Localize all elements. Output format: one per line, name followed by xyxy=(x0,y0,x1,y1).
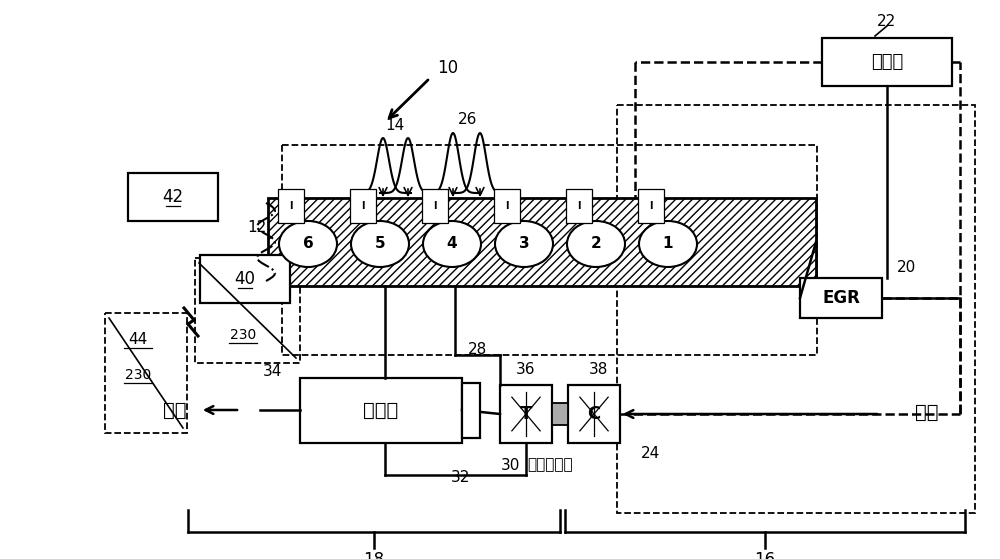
Ellipse shape xyxy=(567,221,625,267)
Text: I: I xyxy=(577,201,581,211)
Text: 10: 10 xyxy=(437,59,459,77)
Text: 36: 36 xyxy=(516,362,536,377)
Ellipse shape xyxy=(351,221,409,267)
Text: 混合器: 混合器 xyxy=(871,53,903,71)
Text: I: I xyxy=(361,201,365,211)
Text: 涡轮增压器: 涡轮增压器 xyxy=(527,457,573,472)
Text: 14: 14 xyxy=(385,119,405,134)
Bar xyxy=(568,385,620,443)
Bar xyxy=(195,258,300,363)
Text: I: I xyxy=(433,201,437,211)
Text: 20: 20 xyxy=(897,260,917,276)
Text: C: C xyxy=(587,405,601,423)
Text: 后处理: 后处理 xyxy=(363,400,399,419)
Text: T: T xyxy=(520,405,532,423)
Bar xyxy=(552,403,568,425)
Ellipse shape xyxy=(495,221,553,267)
Text: I: I xyxy=(289,201,293,211)
Text: 40: 40 xyxy=(234,270,256,288)
Text: 1: 1 xyxy=(663,236,673,252)
Text: 26: 26 xyxy=(458,112,478,127)
Bar xyxy=(128,173,218,221)
Text: 4: 4 xyxy=(447,236,457,252)
Ellipse shape xyxy=(423,221,481,267)
Bar xyxy=(800,278,882,318)
Text: 34: 34 xyxy=(262,364,282,380)
Text: 30: 30 xyxy=(500,457,520,472)
Text: 12: 12 xyxy=(247,220,267,234)
Text: 44: 44 xyxy=(128,333,148,348)
Text: 5: 5 xyxy=(375,236,385,252)
Ellipse shape xyxy=(279,221,337,267)
Bar xyxy=(282,145,817,355)
Text: 16: 16 xyxy=(754,551,776,559)
Text: 3: 3 xyxy=(519,236,529,252)
Ellipse shape xyxy=(639,221,697,267)
Bar xyxy=(105,313,187,433)
Text: 230: 230 xyxy=(230,328,256,342)
Bar xyxy=(822,38,952,86)
Text: 空气: 空气 xyxy=(915,402,938,421)
Bar xyxy=(462,383,480,438)
Bar xyxy=(268,198,816,286)
Text: 38: 38 xyxy=(589,362,609,377)
Text: 42: 42 xyxy=(162,188,184,206)
Text: 2: 2 xyxy=(591,236,601,252)
Text: 28: 28 xyxy=(468,343,487,358)
Bar xyxy=(300,378,462,443)
Text: 230: 230 xyxy=(125,368,151,382)
Bar xyxy=(268,198,816,286)
Text: 32: 32 xyxy=(450,471,470,486)
Bar xyxy=(500,385,552,443)
Text: 排气: 排气 xyxy=(163,400,187,419)
Text: I: I xyxy=(649,201,653,211)
Text: 24: 24 xyxy=(640,446,660,461)
Text: EGR: EGR xyxy=(822,289,860,307)
Bar xyxy=(200,255,290,303)
Text: 22: 22 xyxy=(877,15,897,30)
Text: 6: 6 xyxy=(303,236,313,252)
Bar xyxy=(617,105,975,513)
Text: I: I xyxy=(505,201,509,211)
Text: 18: 18 xyxy=(363,551,385,559)
